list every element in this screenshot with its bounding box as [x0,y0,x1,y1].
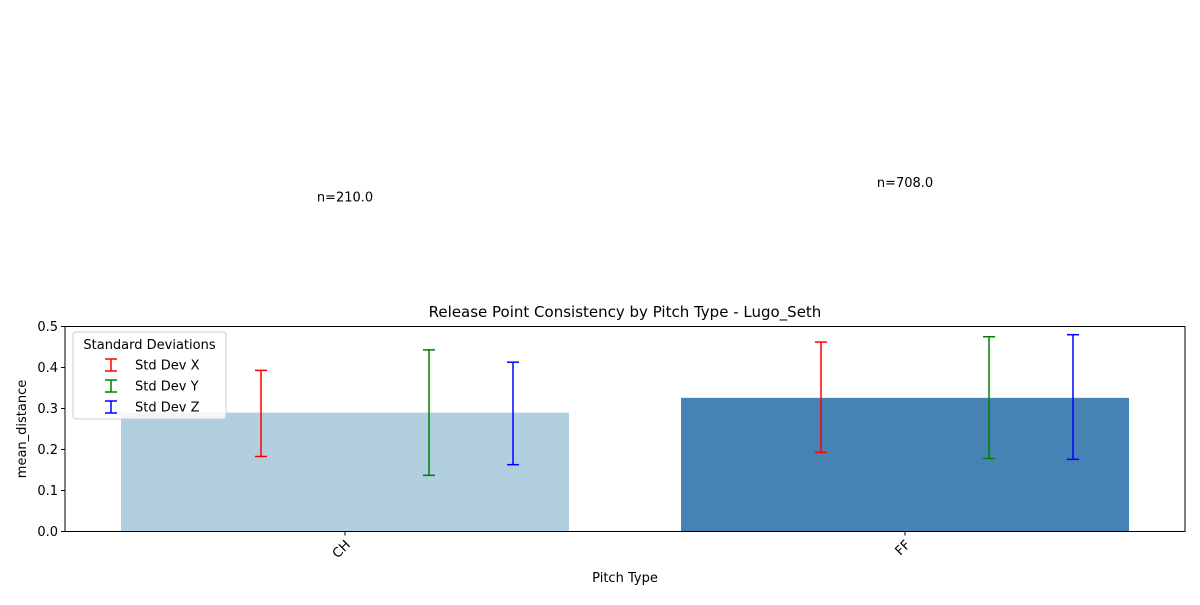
plot-frame [64,326,1186,532]
y-tick-label: 0.2 [37,443,58,458]
count-annotation-ff: n=708.0 [877,176,933,191]
errorbar-std-dev-x-ch [255,369,267,458]
y-tick-label: 0.5 [37,320,58,335]
x-axis-label: Pitch Type [592,571,658,586]
x-axis: CH FF [330,531,914,562]
legend-label-std-dev-x: Std Dev X [135,359,200,374]
legend-entries: Std Dev X Std Dev Y Std Dev Z [105,358,200,416]
errorbar-std-dev-z-ff [1067,333,1079,461]
y-tick-label: 0.3 [37,402,58,417]
y-axis-label: mean_distance [15,380,30,478]
errorbar-std-dev-y-ff [983,336,995,460]
legend-entry-std-dev-y: Std Dev Y [105,379,199,395]
bars-layer [121,397,1129,532]
y-tick-label: 0.1 [37,484,58,499]
errorbar-std-dev-y-ch [423,349,435,477]
x-tick-label-ch: CH [330,538,354,562]
errorbars-layer [255,333,1079,477]
bar-ff [681,397,1129,532]
y-tick-label: 0.4 [37,361,58,376]
legend-label-std-dev-y: Std Dev Y [135,380,199,395]
bar-ch [121,412,569,532]
y-tick-label: 0.0 [37,525,58,540]
legend-box [72,331,227,420]
y-axis: 0.0 0.1 0.2 0.3 0.4 0.5 [37,320,65,540]
chart-title: Release Point Consistency by Pitch Type … [429,303,822,322]
legend-entry-std-dev-z: Std Dev Z [105,400,200,416]
legend-title: Standard Deviations [83,338,215,353]
count-annotation-ch: n=210.0 [317,190,373,205]
errorbar-std-dev-x-ff [815,341,827,454]
errorbar-std-dev-z-ch [507,361,519,466]
x-tick-label-ff: FF [893,538,914,559]
annotations-layer: n=210.0 n=708.0 [317,176,933,205]
legend-label-std-dev-z: Std Dev Z [135,401,200,416]
legend-entry-std-dev-x: Std Dev X [105,358,200,374]
